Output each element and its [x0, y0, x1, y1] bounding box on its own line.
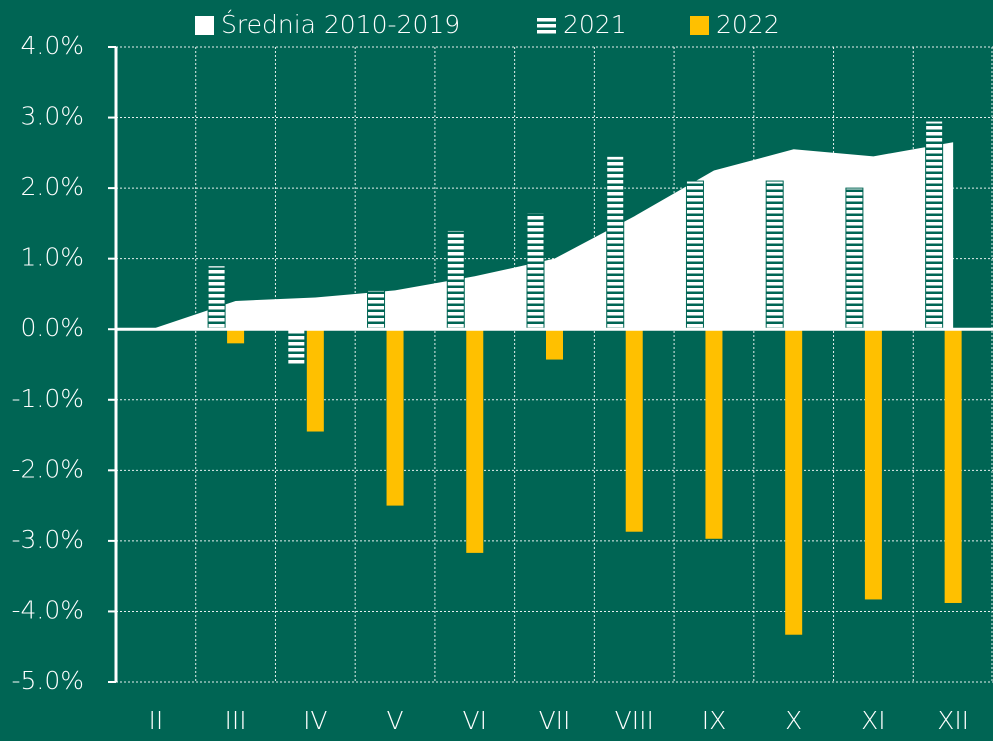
legend-label: 2022 — [716, 10, 780, 39]
x-tick-label: XII — [937, 706, 969, 735]
bar — [845, 187, 864, 330]
bar — [367, 289, 386, 330]
y-tick-label: -3.0% — [11, 525, 84, 554]
y-tick-label: -5.0% — [11, 666, 84, 695]
bar — [944, 329, 962, 603]
x-tick-label: III — [225, 706, 247, 735]
y-tick-label: -1.0% — [11, 384, 84, 413]
x-tick-label: VII — [539, 706, 571, 735]
x-tick-label: X — [785, 706, 802, 735]
y-tick-label: -4.0% — [11, 595, 84, 624]
x-tick-label: VI — [463, 706, 487, 735]
x-tick-label: XI — [861, 706, 886, 735]
legend-swatch — [537, 16, 556, 35]
bar — [287, 328, 306, 366]
legend-label: Średnia 2010-2019 — [221, 9, 460, 39]
bar — [625, 329, 643, 532]
bar — [466, 329, 484, 553]
bar — [925, 120, 944, 330]
bar — [207, 265, 226, 330]
y-tick-label: 1.0% — [20, 243, 84, 272]
bar — [765, 180, 784, 330]
bar — [446, 229, 465, 330]
bar — [306, 329, 324, 432]
bar — [386, 329, 404, 506]
x-tick-label: IX — [702, 706, 727, 735]
bar — [705, 329, 723, 539]
y-tick-label: 4.0% — [20, 31, 84, 60]
legend-swatch — [690, 16, 709, 35]
bar — [526, 212, 545, 330]
bar — [785, 329, 803, 635]
y-tick-label: 2.0% — [20, 172, 84, 201]
bar — [864, 329, 882, 600]
area — [155, 142, 954, 330]
bar — [546, 329, 563, 360]
y-tick-label: 3.0% — [20, 102, 84, 131]
y-tick-label: -2.0% — [11, 454, 84, 483]
bar — [685, 180, 704, 330]
y-tick-label: 0.0% — [20, 313, 84, 342]
legend-label: 2021 — [563, 10, 627, 39]
x-tick-label: VIII — [615, 706, 654, 735]
legend-swatch — [195, 16, 214, 35]
x-tick-label: IV — [303, 706, 327, 735]
x-tick-label: II — [148, 706, 163, 735]
bar — [227, 329, 245, 344]
x-tick-label: V — [386, 706, 403, 735]
bar — [606, 155, 625, 330]
